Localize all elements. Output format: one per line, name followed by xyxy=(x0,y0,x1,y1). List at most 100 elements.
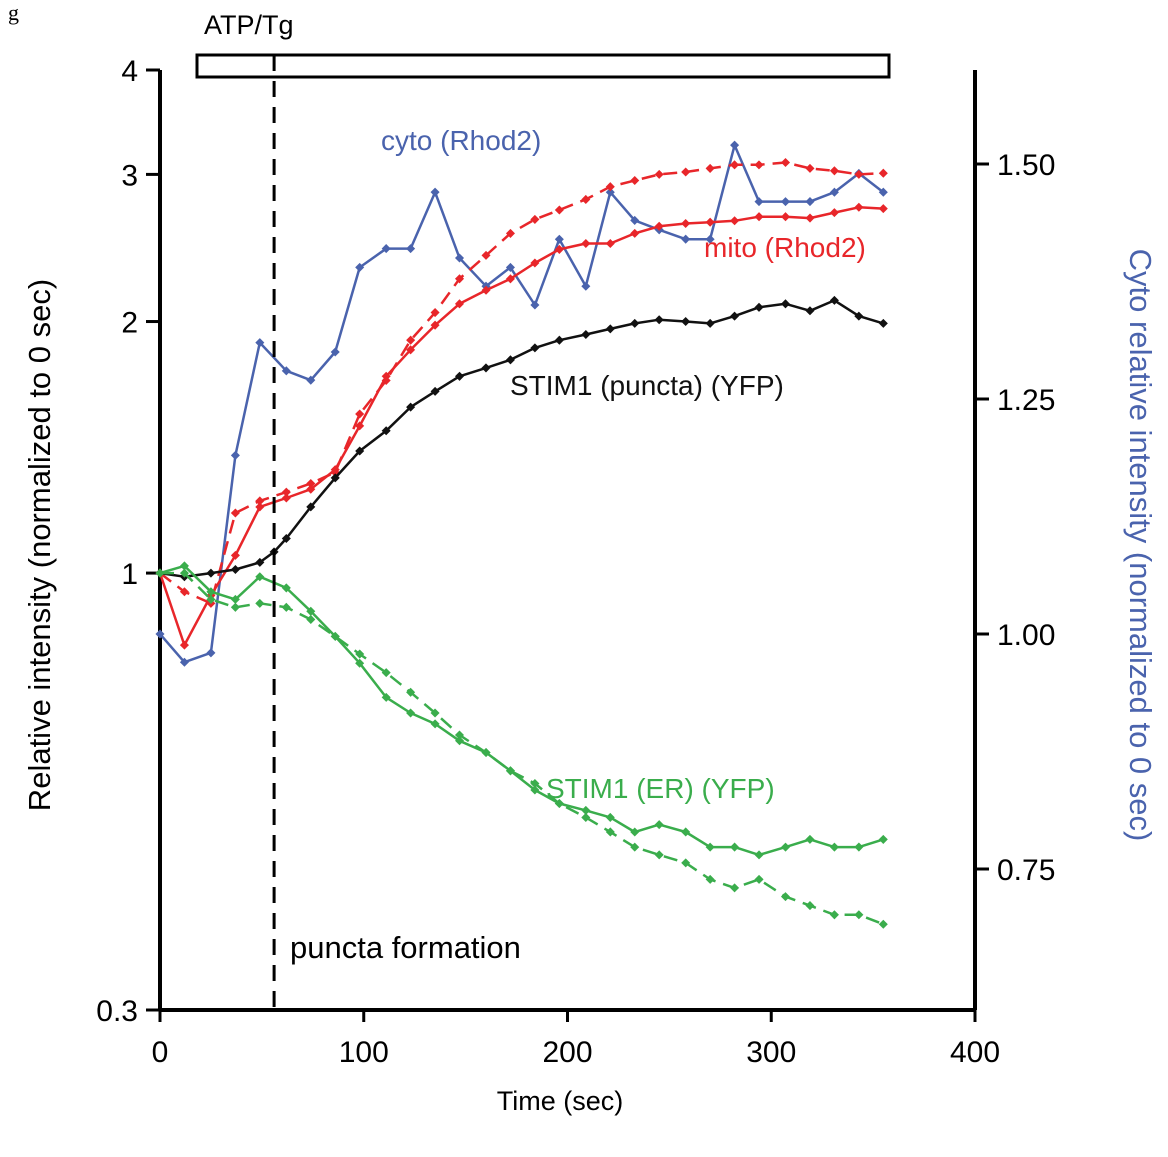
data-point xyxy=(681,316,691,327)
y-right-tick-label: 1.25 xyxy=(997,384,1055,417)
data-point xyxy=(255,598,265,608)
data-point xyxy=(530,785,540,795)
data-point xyxy=(554,335,564,345)
data-point xyxy=(306,484,316,494)
data-point xyxy=(230,550,240,560)
x-axis-title: Time (sec) xyxy=(497,1086,624,1116)
data-point xyxy=(554,234,564,244)
data-point xyxy=(805,163,815,173)
data-point xyxy=(878,834,888,844)
series-label-stim1-puncta: STIM1 (puncta) (YFP) xyxy=(510,370,784,401)
data-point xyxy=(630,827,640,837)
data-point xyxy=(780,842,791,852)
data-point xyxy=(355,649,365,659)
y-left-tick-label: 4 xyxy=(121,55,138,88)
data-point xyxy=(829,166,839,176)
series-label-mito: mito (Rhod2) xyxy=(704,232,866,263)
data-point xyxy=(306,502,316,512)
data-point xyxy=(681,234,691,244)
x-tick-label: 0 xyxy=(152,1036,169,1069)
data-point xyxy=(805,306,815,316)
data-point xyxy=(281,602,291,612)
data-point xyxy=(754,302,764,312)
data-point xyxy=(681,827,691,837)
data-point xyxy=(481,363,491,373)
data-point xyxy=(754,874,764,884)
data-point xyxy=(780,212,791,222)
data-point xyxy=(630,175,640,186)
data-point xyxy=(179,640,189,650)
data-point xyxy=(530,778,540,789)
data-point xyxy=(206,648,216,658)
data-point xyxy=(605,324,615,334)
data-point xyxy=(505,274,515,284)
data-point xyxy=(780,892,791,902)
data-point xyxy=(179,568,189,578)
data-point xyxy=(878,318,888,328)
data-point xyxy=(381,426,391,436)
data-point xyxy=(430,320,440,330)
series-label-cyto: cyto (Rhod2) xyxy=(381,125,541,156)
data-point xyxy=(381,375,391,386)
data-point xyxy=(505,228,515,238)
data-point xyxy=(730,216,740,226)
data-point xyxy=(505,355,515,365)
data-point xyxy=(355,421,365,431)
data-point xyxy=(829,910,839,920)
data-point xyxy=(805,834,815,844)
data-point xyxy=(654,820,664,830)
data-point xyxy=(255,502,265,512)
data-point xyxy=(406,244,416,254)
data-point xyxy=(605,827,615,837)
data-point xyxy=(705,234,715,244)
data-point xyxy=(505,766,515,776)
series-line-4 xyxy=(159,564,884,857)
data-point xyxy=(454,730,465,740)
data-point xyxy=(230,450,240,460)
data-point xyxy=(754,197,764,207)
series-line-5 xyxy=(160,571,884,926)
data-point xyxy=(581,812,591,822)
data-point xyxy=(654,169,664,179)
data-point xyxy=(780,157,791,168)
data-point xyxy=(630,842,640,852)
data-point xyxy=(605,812,615,822)
data-point xyxy=(306,478,316,489)
series-line-2 xyxy=(159,161,884,605)
data-point xyxy=(730,842,740,852)
data-point xyxy=(705,318,715,328)
data-point xyxy=(730,883,740,893)
y-right-tick-label: 1.00 xyxy=(997,619,1055,652)
data-point xyxy=(854,910,864,920)
data-point xyxy=(829,208,839,218)
data-point xyxy=(780,197,791,207)
series-label-stim1-er: STIM1 (ER) (YFP) xyxy=(546,773,775,804)
data-point xyxy=(406,345,416,355)
data-point xyxy=(330,347,340,357)
data-point xyxy=(281,487,291,497)
x-tick-label: 200 xyxy=(542,1036,592,1069)
puncta-formation-label: puncta formation xyxy=(290,930,521,965)
data-point xyxy=(355,409,365,419)
x-tick-label: 300 xyxy=(746,1036,796,1069)
data-point xyxy=(854,202,864,212)
figure-letter: g xyxy=(8,0,19,25)
x-tick-label: 100 xyxy=(339,1036,389,1069)
data-point xyxy=(854,169,864,179)
data-point xyxy=(454,274,465,284)
data-point xyxy=(681,167,691,177)
data-point xyxy=(230,508,240,518)
ticks: 0 100 200 300 400 0.3 1 2 3 4 0.75 1.00 1.25 1.50 xyxy=(96,55,1055,1069)
data-point xyxy=(605,182,615,192)
series-line-3 xyxy=(159,299,884,578)
data-point xyxy=(255,496,265,506)
data-point xyxy=(481,285,491,295)
data-point xyxy=(255,572,265,582)
data-point xyxy=(681,218,691,229)
data-point xyxy=(780,299,791,309)
data-point xyxy=(854,311,864,321)
data-point xyxy=(705,874,715,884)
data-point xyxy=(281,533,291,544)
data-point xyxy=(805,197,815,207)
